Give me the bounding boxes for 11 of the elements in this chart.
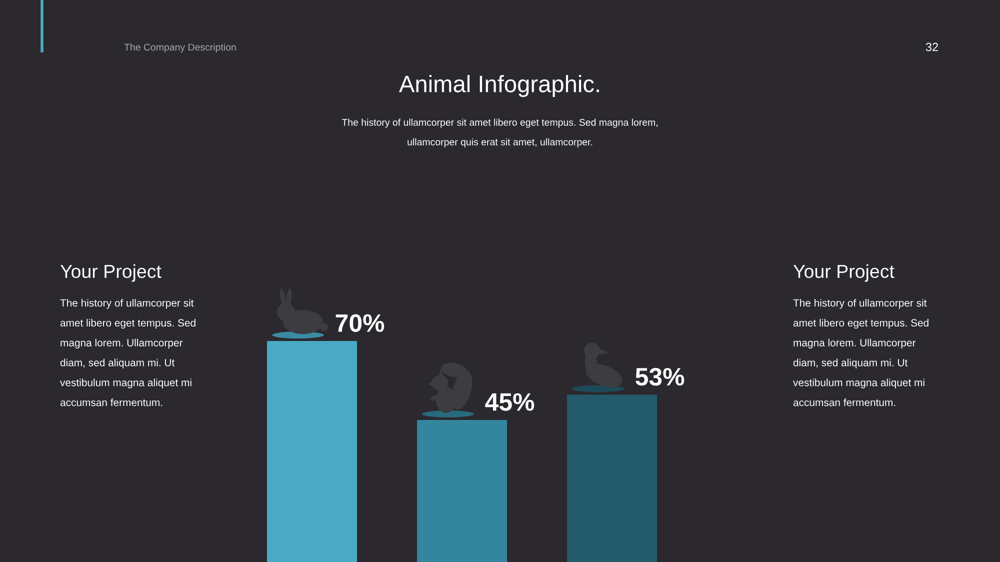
text: Your Project bbox=[793, 264, 894, 282]
chart-subtitle: The history of ullamcorper sit amet libero eget tempus. Sed magna lorem, ullamcorper quis erat sit amet, ullamcorper. bbox=[342, 118, 658, 148]
text: Your Project bbox=[60, 264, 162, 282]
text: The history of ullamcorper sit amet libero eget tempus. Sed magna lorem. Ullamcorper diam, sed aliquam mi. Ut vestibulum magna aliquet mi accumsan fermentum. bbox=[60, 299, 196, 406]
data-label: 45% bbox=[485, 393, 534, 411]
text: The history of ullamcorper sit amet libero eget tempus. Sed magna lorem. Ullamcorper diam, sed aliquam mi. Ut vestibulum magna aliquet mi accumsan fermentum. bbox=[793, 299, 928, 406]
chart-title: Animal Infographic. bbox=[399, 74, 599, 98]
text: The Company Description bbox=[124, 43, 236, 53]
text: 32 bbox=[926, 42, 938, 52]
data-label: 53% bbox=[636, 368, 684, 386]
data-label: 70% bbox=[336, 314, 384, 332]
